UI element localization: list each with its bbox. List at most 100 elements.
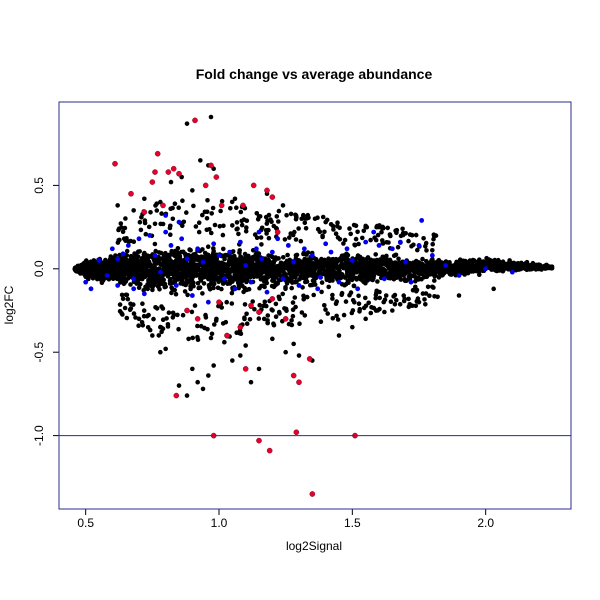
data-point xyxy=(373,292,379,298)
data-point xyxy=(320,233,325,239)
data-point xyxy=(147,254,152,259)
data-point xyxy=(310,278,316,284)
data-point xyxy=(357,275,363,280)
data-point xyxy=(325,311,331,316)
data-point xyxy=(420,256,425,262)
data-point xyxy=(323,263,328,269)
data-point xyxy=(271,223,277,229)
data-point xyxy=(167,225,173,231)
data-point xyxy=(427,293,432,299)
data-point xyxy=(507,258,512,263)
red-point xyxy=(269,296,276,302)
data-point xyxy=(334,313,339,319)
data-point xyxy=(283,286,288,292)
data-point xyxy=(394,297,399,303)
red-point xyxy=(274,229,281,235)
data-point xyxy=(402,272,407,278)
data-point xyxy=(356,301,362,307)
data-point xyxy=(355,229,360,235)
blue-point xyxy=(280,276,286,282)
data-point xyxy=(200,212,205,218)
data-point xyxy=(400,226,405,232)
data-point xyxy=(119,292,125,298)
data-point xyxy=(351,283,357,289)
data-point xyxy=(379,229,384,235)
outlier-point xyxy=(184,393,190,398)
data-point xyxy=(375,279,380,284)
data-point xyxy=(141,252,147,257)
blue-point xyxy=(184,256,190,262)
data-point xyxy=(128,258,133,263)
data-point xyxy=(157,280,162,286)
data-point xyxy=(432,234,437,239)
data-point xyxy=(364,257,369,263)
data-point xyxy=(393,228,398,233)
data-point xyxy=(265,313,271,318)
data-point xyxy=(486,257,492,262)
data-point xyxy=(294,252,300,258)
data-point xyxy=(413,232,419,238)
data-point xyxy=(147,269,153,274)
data-point xyxy=(430,241,436,247)
data-point xyxy=(154,306,160,311)
data-point xyxy=(238,266,243,271)
data-point xyxy=(118,221,124,226)
data-point xyxy=(229,199,235,205)
red-point xyxy=(173,392,180,399)
data-point xyxy=(407,302,413,307)
outlier-point xyxy=(131,208,136,213)
data-point xyxy=(145,282,150,287)
data-point xyxy=(111,255,117,261)
data-point xyxy=(257,302,263,308)
data-point xyxy=(345,257,351,262)
outlier-point xyxy=(184,121,190,126)
data-point xyxy=(379,258,385,264)
data-point xyxy=(151,316,156,322)
data-point xyxy=(312,272,318,277)
data-point xyxy=(365,278,370,283)
data-point xyxy=(284,213,289,218)
data-point xyxy=(188,260,193,265)
data-point xyxy=(349,310,355,316)
red-point xyxy=(208,162,214,169)
data-point xyxy=(348,231,354,237)
data-point xyxy=(396,256,401,262)
data-point xyxy=(359,267,364,272)
data-point xyxy=(207,268,212,274)
blue-point xyxy=(419,218,425,223)
outlier-point xyxy=(190,366,195,372)
data-point xyxy=(254,211,260,216)
blue-point xyxy=(408,279,414,285)
data-point xyxy=(376,271,382,277)
data-point xyxy=(283,273,288,278)
data-point xyxy=(401,265,407,271)
blue-point xyxy=(205,299,211,305)
blue-point xyxy=(317,274,323,280)
x-tick-label: 1.0 xyxy=(211,516,228,530)
data-point xyxy=(160,221,166,227)
data-point xyxy=(122,280,127,286)
data-point xyxy=(191,203,196,209)
outlier-point xyxy=(198,158,203,163)
data-point xyxy=(262,299,268,305)
data-point xyxy=(209,331,215,337)
data-point xyxy=(99,275,104,281)
data-point xyxy=(395,267,400,272)
blue-point xyxy=(259,256,265,262)
data-point xyxy=(272,271,277,276)
data-point xyxy=(244,311,249,317)
data-point xyxy=(189,309,195,315)
data-point xyxy=(229,301,235,306)
data-point xyxy=(236,285,241,291)
data-point xyxy=(277,278,282,283)
data-point xyxy=(366,262,372,268)
blue-point xyxy=(456,273,462,278)
red-point xyxy=(165,169,172,175)
data-point xyxy=(250,299,255,304)
data-point xyxy=(146,312,151,318)
data-point xyxy=(160,306,166,311)
data-point xyxy=(266,235,272,241)
data-point xyxy=(152,241,158,247)
data-point xyxy=(80,261,86,267)
data-point xyxy=(330,261,336,267)
